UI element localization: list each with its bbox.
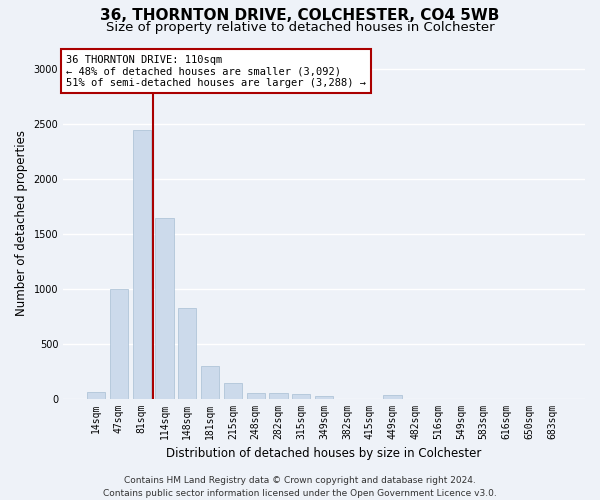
Bar: [155, 218, 173, 398]
Bar: [133, 130, 151, 398]
Bar: [224, 383, 242, 398]
Bar: [110, 289, 128, 399]
Text: 36, THORNTON DRIVE, COLCHESTER, CO4 5WB: 36, THORNTON DRIVE, COLCHESTER, CO4 5WB: [100, 8, 500, 22]
Bar: [87, 392, 105, 398]
Bar: [201, 366, 219, 398]
X-axis label: Distribution of detached houses by size in Colchester: Distribution of detached houses by size …: [166, 447, 482, 460]
Bar: [292, 394, 310, 398]
Y-axis label: Number of detached properties: Number of detached properties: [15, 130, 28, 316]
Bar: [315, 396, 333, 398]
Bar: [247, 392, 265, 398]
Bar: [269, 392, 287, 398]
Bar: [178, 308, 196, 398]
Text: 36 THORNTON DRIVE: 110sqm
← 48% of detached houses are smaller (3,092)
51% of se: 36 THORNTON DRIVE: 110sqm ← 48% of detac…: [66, 54, 366, 88]
Bar: [383, 396, 401, 398]
Text: Contains HM Land Registry data © Crown copyright and database right 2024.
Contai: Contains HM Land Registry data © Crown c…: [103, 476, 497, 498]
Text: Size of property relative to detached houses in Colchester: Size of property relative to detached ho…: [106, 21, 494, 34]
